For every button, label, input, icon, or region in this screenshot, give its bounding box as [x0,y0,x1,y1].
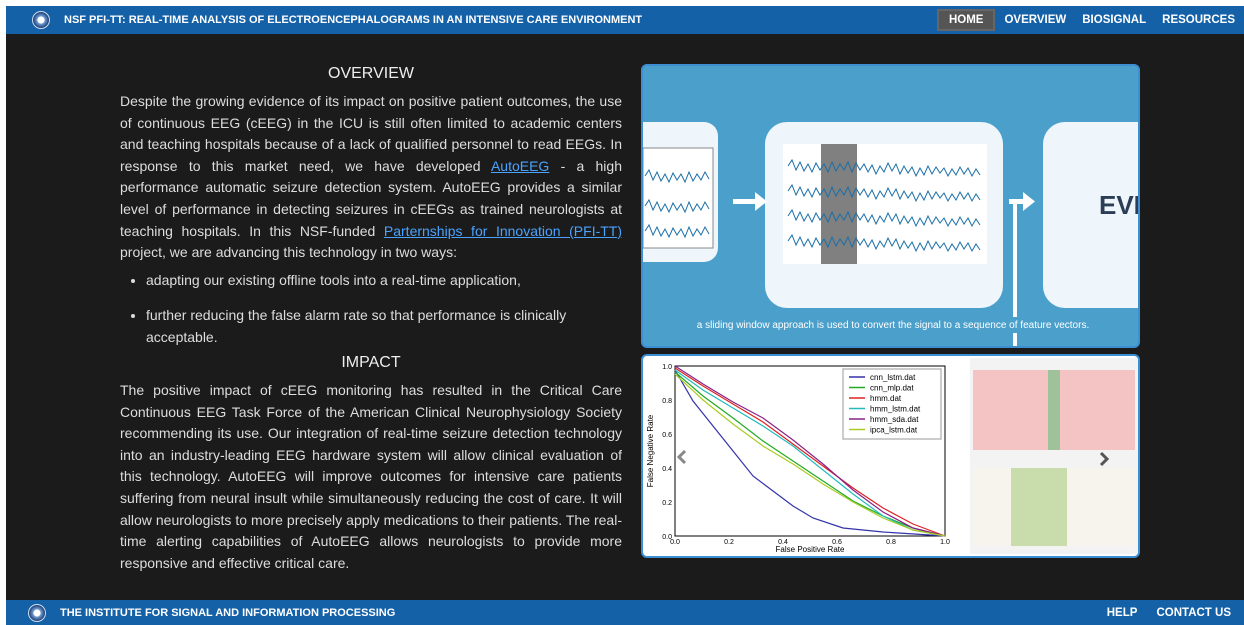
page: NSF PFI-TT: REAL-TIME ANALYSIS OF ELECTR… [6,6,1244,625]
legend-label: hmm.dat [870,394,902,403]
footer-link[interactable]: HELP [1100,603,1145,623]
eeg-highlight [1011,468,1067,546]
footer-link[interactable]: CONTACT US [1149,603,1238,623]
figure-top-art: EVEN a sliding window approach is used t… [643,66,1140,348]
legend-label: cnn_lstm.dat [870,373,916,382]
y-tick-label: 0.4 [662,466,672,473]
nav-link[interactable]: BIOSIGNAL [1075,10,1153,30]
nav-link[interactable]: HOME [937,9,996,31]
nav-link[interactable]: RESOURCES [1155,10,1242,30]
nav: HOME OVERVIEW BIOSIGNAL RESOURCES [937,6,1244,34]
header: NSF PFI-TT: REAL-TIME ANALYSIS OF ELECTR… [6,6,1244,34]
legend-label: hmm_sda.dat [870,415,919,424]
y-tick-label: 0.8 [662,398,672,405]
prev-arrow[interactable] [679,451,685,463]
bullet: further reducing the false alarm rate so… [146,305,622,348]
legend-label: hmm_lstm.dat [870,405,921,414]
footer-links: HELP CONTACT US [1100,607,1240,619]
heading: IMPACT [120,352,622,374]
x-tick-label: 1.0 [940,539,950,546]
logo[interactable] [32,11,50,29]
impact: IMPACT The positive impact of cEEG monit… [120,352,622,574]
legend-label: ipca_lstm.dat [870,426,918,435]
figure-top: EVEN a sliding window approach is used t… [641,64,1140,348]
paragraph: Despite the growing evidence of its impa… [120,91,622,264]
x-tick-label: 0.2 [724,539,734,546]
footer-title[interactable]: THE INSTITUTE FOR SIGNAL AND INFORMATION… [60,607,395,619]
x-axis-label: False Positive Rate [776,545,845,554]
x-tick-label: 0.8 [886,539,896,546]
site-title[interactable]: NSF PFI-TT: REAL-TIME ANALYSIS OF ELECTR… [64,14,642,26]
y-tick-label: 0.6 [662,432,672,439]
y-tick-label: 1.0 [662,364,672,371]
eeg-highlight [1048,370,1060,450]
box-label: EVEN [1099,190,1140,220]
paragraph: The positive impact of cEEG monitoring h… [120,380,622,574]
footer: THE INSTITUTE FOR SIGNAL AND INFORMATION… [6,600,1244,625]
overview: OVERVIEW Despite the growing evidence of… [120,63,622,363]
link[interactable]: AutoEEG [491,158,549,174]
y-tick-label: 0.0 [662,534,672,541]
nav-link[interactable]: OVERVIEW [997,10,1073,30]
link[interactable]: Parternships for Innovation (PFI-TT) [384,223,622,239]
y-axis-label: False Negative Rate [646,414,655,487]
caption: a sliding window approach is used to con… [697,320,1089,331]
bullet-list: adapting our existing offline tools into… [120,270,622,349]
bullet: adapting our existing offline tools into… [146,270,622,292]
signal [783,144,987,264]
y-tick-label: 0.2 [662,500,672,507]
text: project, we are advancing this technolog… [120,244,457,260]
legend-label: cnn_mlp.dat [870,384,914,393]
page-root: NSF PFI-TT: REAL-TIME ANALYSIS OF ELECTR… [0,0,1244,625]
logo[interactable] [28,604,46,622]
heading: OVERVIEW [120,63,622,85]
